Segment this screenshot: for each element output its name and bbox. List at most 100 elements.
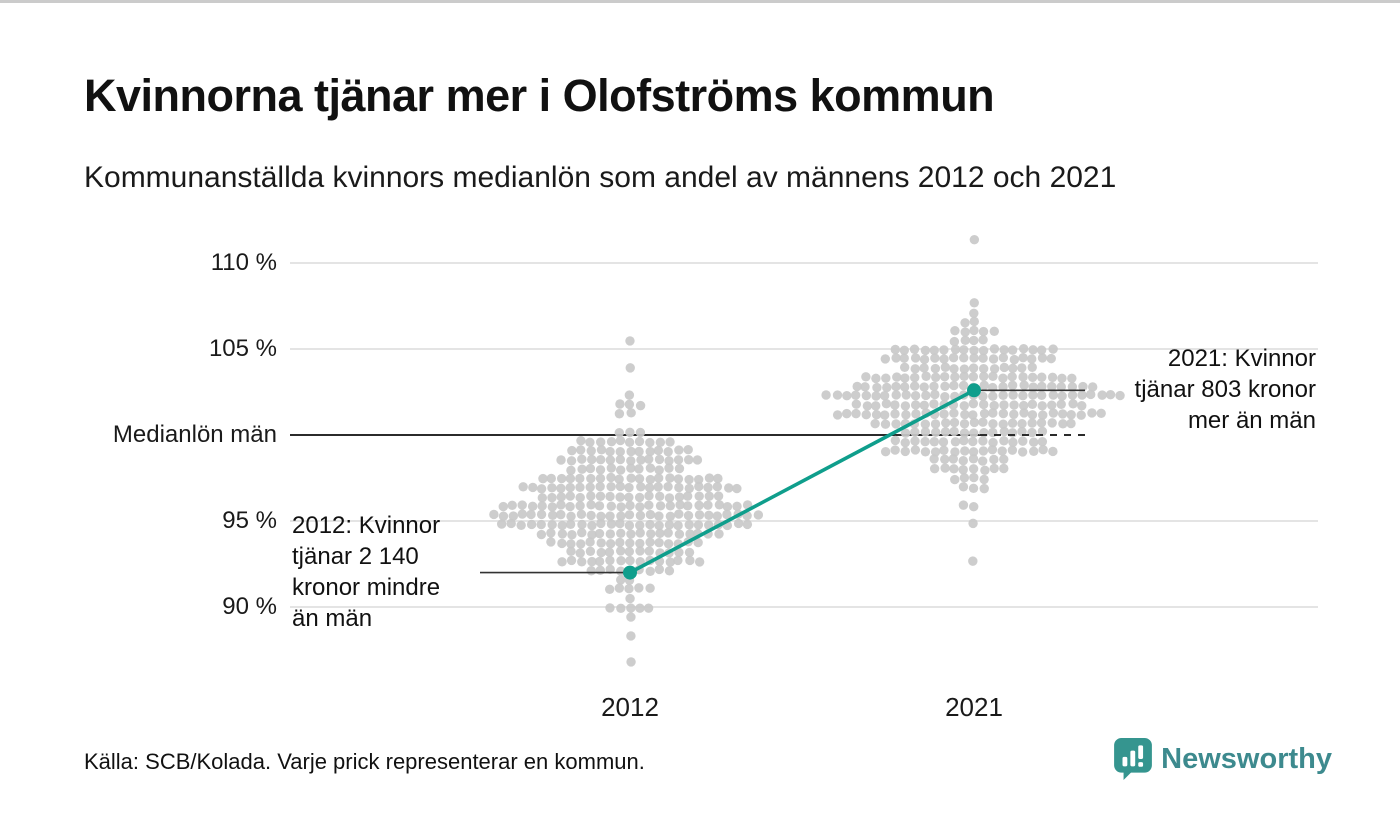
municipality-dot [616,511,626,521]
municipality-dot [576,445,586,455]
municipality-dot [969,417,980,428]
municipality-dot [635,502,645,512]
brand-name: Newsworthy [1161,742,1332,775]
municipality-dot [683,455,694,465]
municipality-dot [1037,436,1048,447]
municipality-dot [1066,410,1076,420]
municipality-dot [557,538,567,549]
municipality-dot [684,483,695,494]
municipality-dot [704,473,715,483]
municipality-dot [565,491,575,501]
municipality-dot [1019,380,1029,390]
municipality-dot [565,482,575,493]
municipality-dot [1017,363,1027,373]
highlight-point [967,383,981,398]
municipality-dot [595,437,606,447]
municipality-dot [565,519,576,530]
municipality-dot [704,520,714,530]
municipality-dot [605,529,616,539]
municipality-dot [968,518,978,529]
municipality-dot [654,564,665,575]
municipality-dot [536,519,546,530]
municipality-dot [644,483,655,493]
municipality-dot [615,518,625,529]
municipality-dot [586,566,596,576]
municipality-dot [899,353,909,363]
municipality-dot [1019,400,1029,411]
municipality-dot [950,474,960,485]
municipality-dot [987,444,998,455]
municipality-dot [605,603,615,613]
municipality-dot [979,380,989,391]
municipality-dot [1018,436,1028,446]
annotation-2012: 2012: Kvinnor tjänar 2 140 kronor mindre… [292,512,441,632]
municipality-dot [959,435,969,446]
municipality-dot [635,603,645,613]
municipality-dot [871,410,882,420]
municipality-dot [910,445,921,455]
municipality-dot [596,511,606,521]
municipality-dot [575,482,585,493]
municipality-dot [890,409,900,419]
municipality-dot [1047,381,1057,392]
municipality-dot [693,537,703,548]
municipality-dot [703,500,713,510]
municipality-dot [704,491,714,501]
municipality-dot [673,474,684,484]
municipality-dot [596,445,607,455]
municipality-dot [1037,401,1047,411]
municipality-dot [919,354,930,365]
y-axis-tick-label: 90 % [222,593,277,620]
municipality-dot [585,537,595,547]
municipality-dot [1008,437,1018,448]
municipality-dot [712,481,723,492]
municipality-dot [694,491,704,501]
municipality-dot [655,528,665,539]
municipality-dot [644,454,654,464]
municipality-dot [929,437,940,447]
municipality-dot [1068,399,1078,409]
municipality-dot [565,473,576,484]
municipality-dot [547,483,557,493]
municipality-dot [938,437,949,447]
municipality-dot [565,501,575,512]
municipality-dot [929,345,939,356]
municipality-dot [605,555,615,566]
municipality-dot [586,510,596,521]
municipality-dot [646,529,656,539]
municipality-dot [615,399,625,409]
municipality-dot [890,344,901,355]
municipality-dot [586,446,596,456]
municipality-dot [919,382,929,392]
newsworthy-logo-icon [1114,738,1153,780]
municipality-dot [940,392,950,402]
municipality-dot [683,445,693,455]
municipality-dot [595,455,606,465]
municipality-dot [1018,372,1028,382]
municipality-dot [1067,382,1078,392]
municipality-dot [498,511,509,521]
municipality-dot [685,555,695,566]
municipality-dot [577,519,587,530]
municipality-dot [489,509,499,520]
x-axis-label-2012: 2012 [601,692,659,722]
municipality-dot [585,482,595,492]
municipality-dot [919,363,929,373]
municipality-dot [891,381,901,392]
municipality-dot [517,509,528,519]
municipality-dot [998,373,1008,383]
municipality-dot [665,437,675,447]
municipality-dot [624,399,635,410]
municipality-dot [634,436,645,447]
municipality-dot [1018,390,1028,401]
municipality-dot [595,565,606,575]
municipality-dot [644,546,654,556]
municipality-dot [1048,390,1058,400]
municipality-dot [929,381,939,392]
municipality-dot [939,372,950,382]
municipality-dot [663,447,673,457]
municipality-dot [576,539,586,549]
municipality-dot [978,326,989,337]
